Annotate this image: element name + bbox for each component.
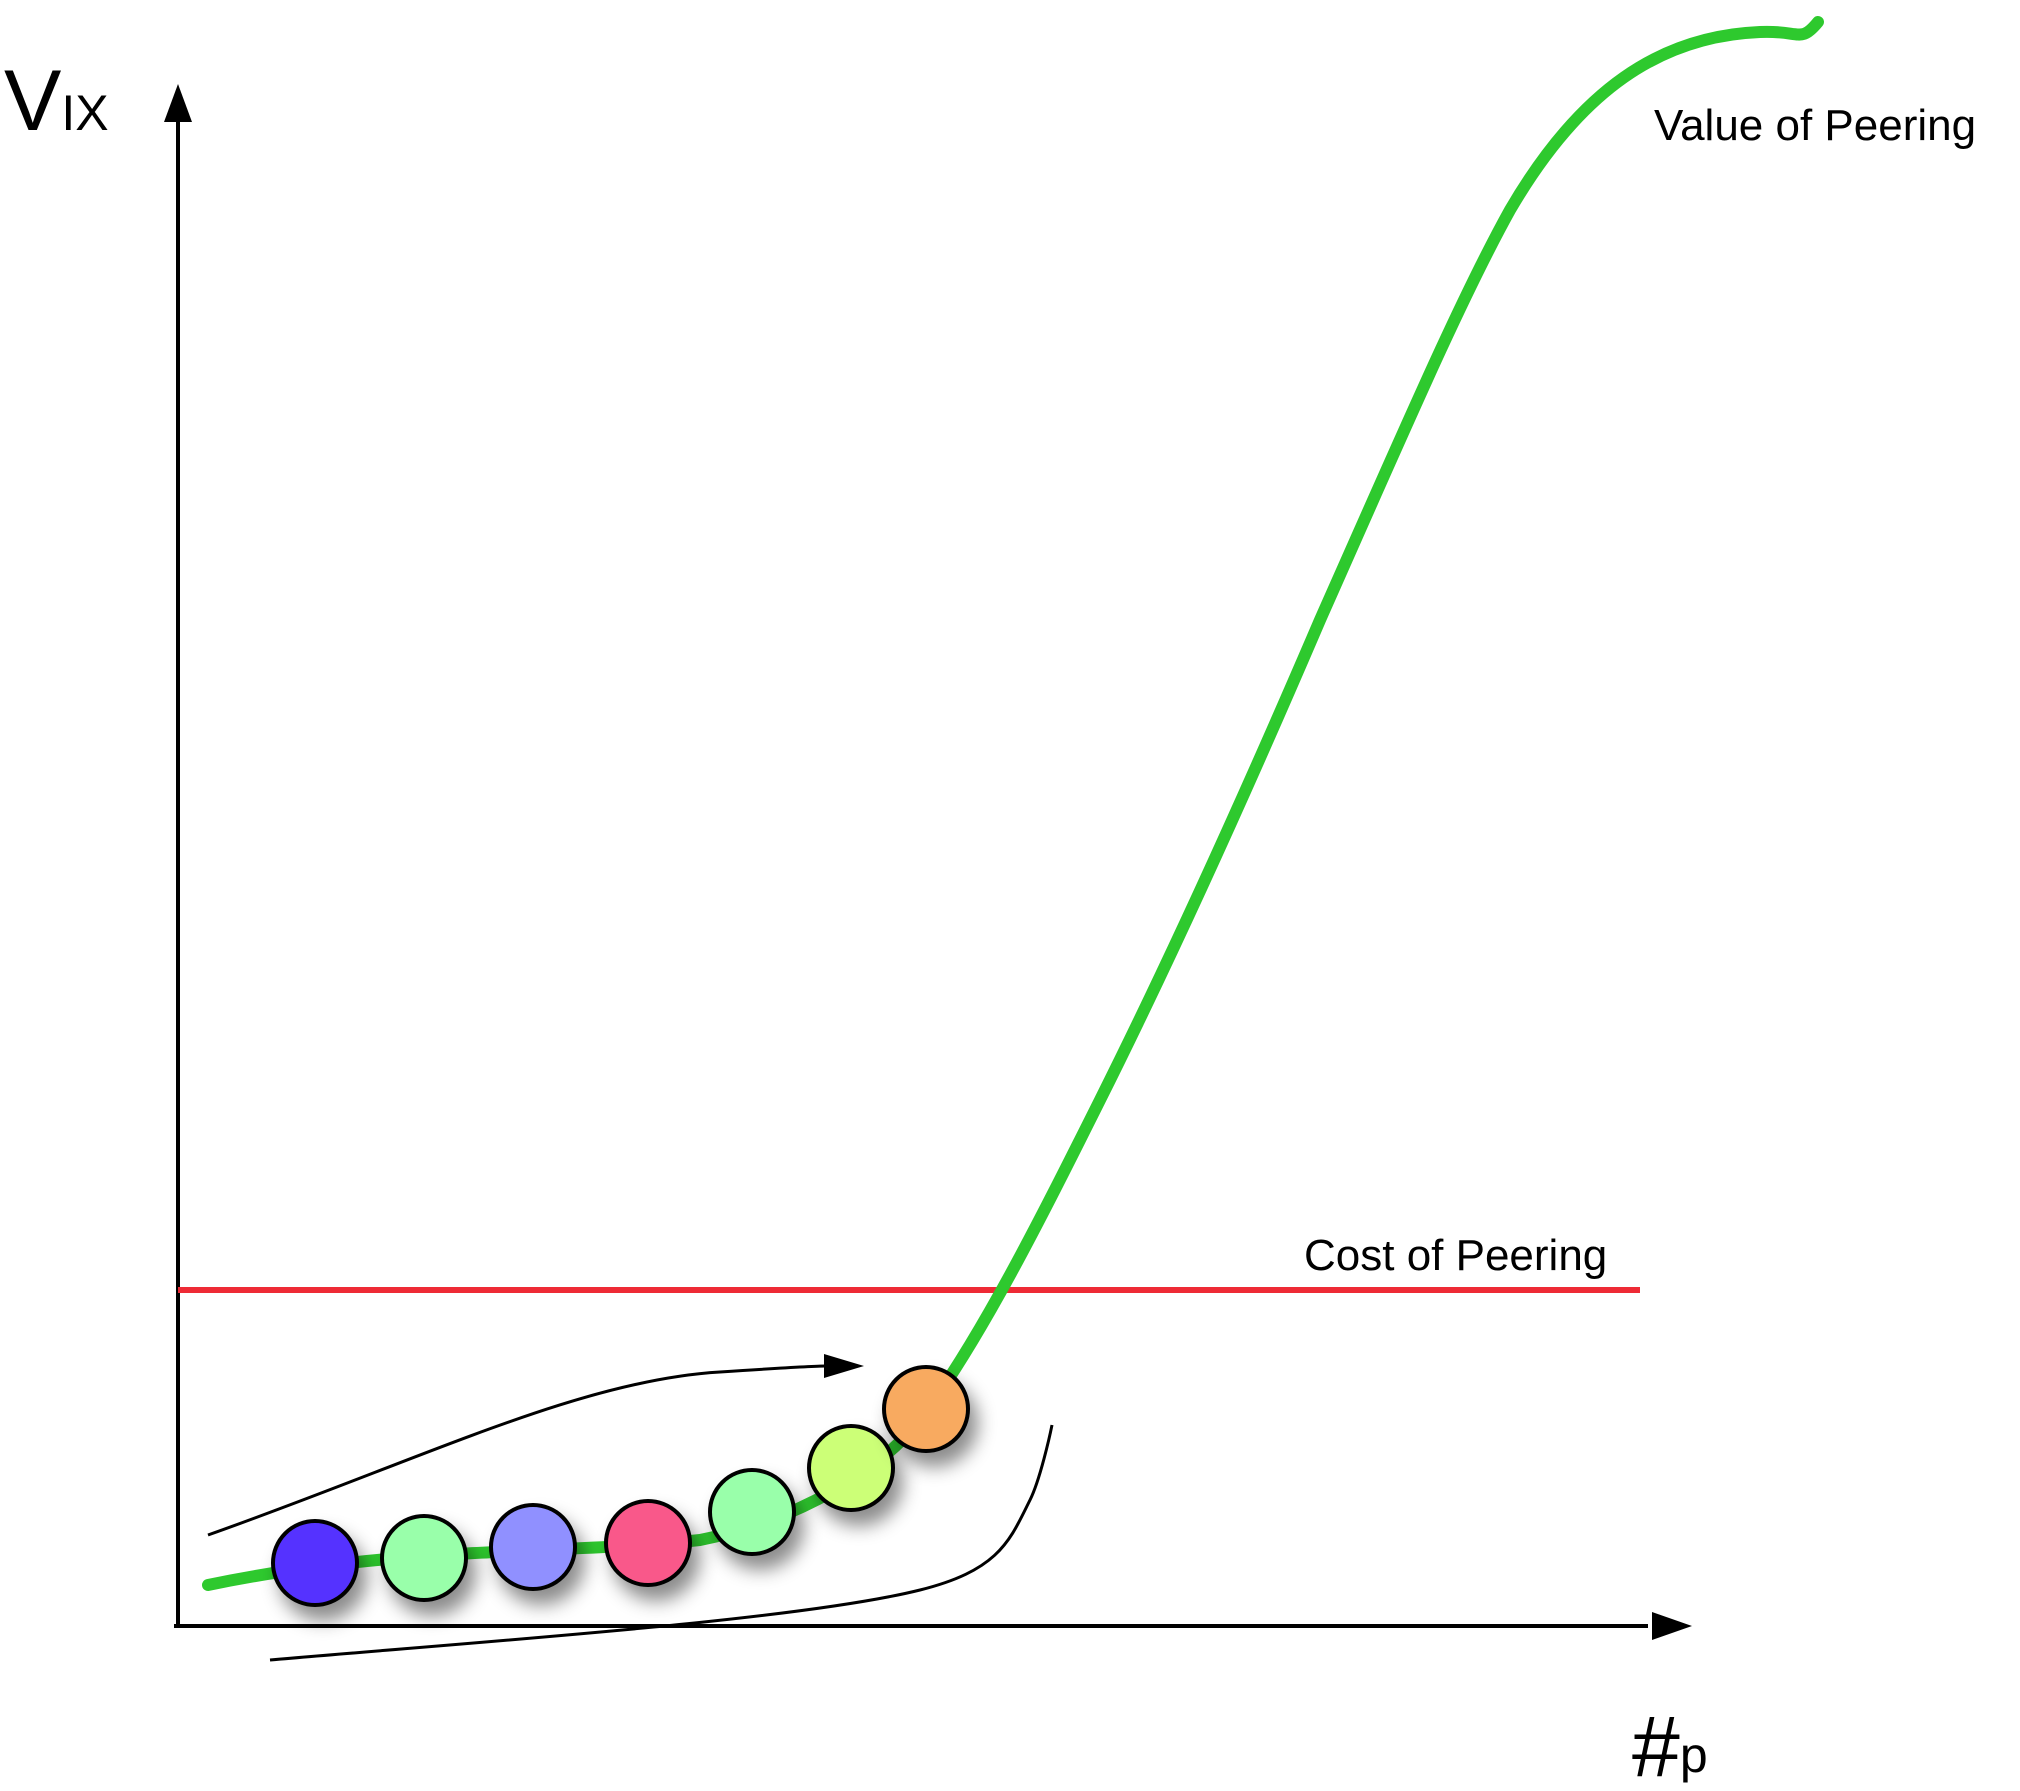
peer-node xyxy=(882,1365,970,1453)
peer-node xyxy=(271,1519,359,1607)
value-of-peering-curve xyxy=(202,16,1824,1591)
peer-node xyxy=(604,1499,692,1587)
x-axis-label-main: # xyxy=(1632,1699,1680,1791)
y-axis-arrowhead xyxy=(164,84,192,122)
y-axis-label: VIX xyxy=(4,53,109,149)
x-axis-label: #p xyxy=(1632,1699,1708,1791)
y-axis-label-sub: IX xyxy=(61,85,108,141)
value-of-peering-label: Value of Peering xyxy=(1654,101,1976,150)
peer-node xyxy=(708,1468,796,1556)
lower-swoosh-curve xyxy=(269,1424,1054,1662)
momentum-arrow-curve xyxy=(207,1364,827,1537)
y-axis-label-main: V xyxy=(4,53,61,149)
x-axis-label-sub: p xyxy=(1680,1727,1708,1783)
peer-node xyxy=(489,1503,577,1591)
cost-of-peering-label: Cost of Peering xyxy=(1304,1231,1607,1280)
peer-nodes xyxy=(271,1365,970,1607)
momentum-arrowhead xyxy=(824,1354,864,1378)
x-axis-arrowhead xyxy=(1652,1612,1692,1640)
peer-node xyxy=(380,1514,468,1602)
peer-node xyxy=(807,1424,895,1512)
